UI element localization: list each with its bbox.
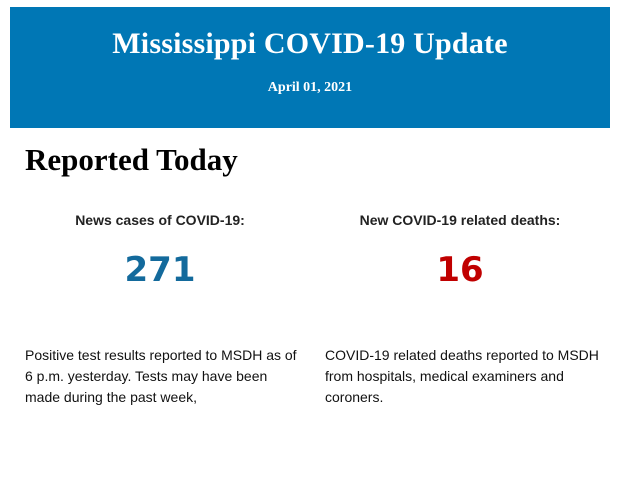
header-banner: Mississippi COVID-19 Update April 01, 20… xyxy=(10,7,610,128)
deaths-label: New COVID-19 related deaths: xyxy=(359,212,561,228)
cases-description: Positive test results reported to MSDH a… xyxy=(25,347,297,405)
deaths-description: COVID-19 related deaths reported to MSDH… xyxy=(325,347,599,405)
report-date: April 01, 2021 xyxy=(267,80,353,95)
deaths-stat: New COVID-19 related deaths: 16 xyxy=(320,212,600,290)
deaths-value: 16 xyxy=(436,250,484,290)
cases-label: News cases of COVID-19: xyxy=(75,212,245,228)
cases-value: 271 xyxy=(124,250,196,290)
page-title: Mississippi COVID-19 Update xyxy=(112,27,508,60)
section-title: Reported Today xyxy=(25,142,238,177)
cases-stat: News cases of COVID-19: 271 xyxy=(20,212,300,290)
